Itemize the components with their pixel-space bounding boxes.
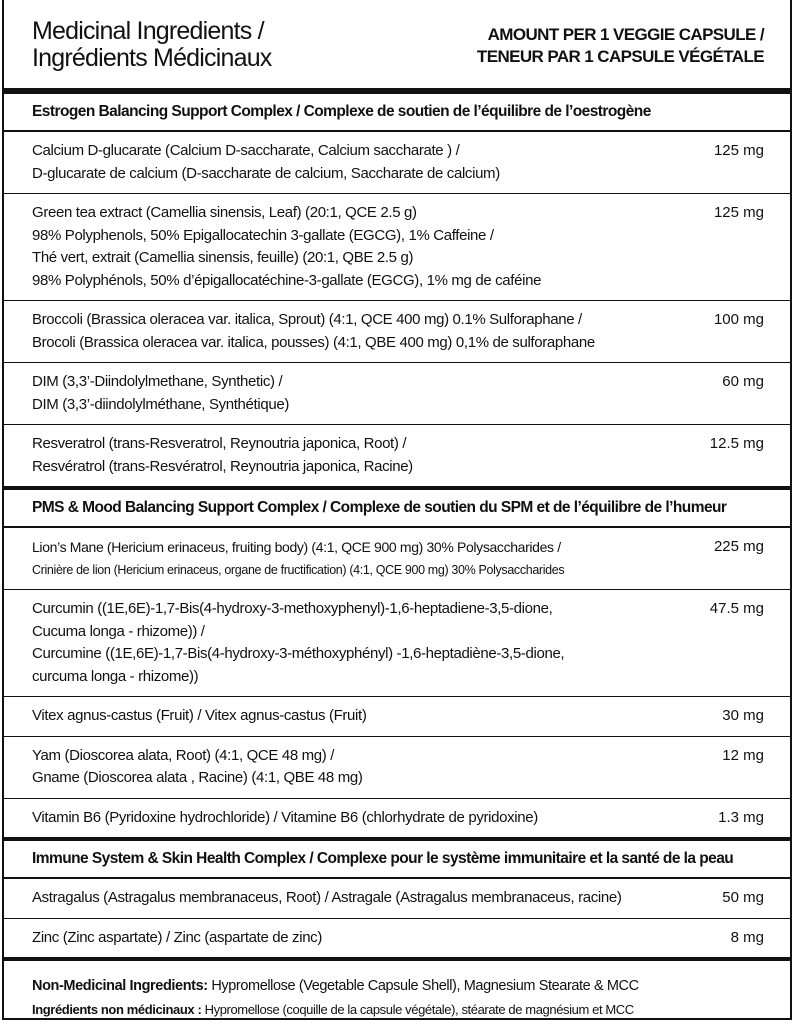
amount: 225 mg — [713, 538, 764, 555]
ingredient-line: Vitex agnus-castus (Fruit) / Vitex agnus… — [32, 707, 367, 724]
ingredient-text: Resveratrol (trans-Resveratrol, Reynoutr… — [32, 433, 413, 478]
ingredient-text: Curcumin ((1E,6E)-1,7-Bis(4-hydroxy-3-me… — [32, 598, 565, 688]
amount: 100 mg — [713, 311, 764, 328]
section: Immune System & Skin Health Complex / Co… — [4, 841, 790, 961]
header-title: Medicinal Ingredients / — [32, 17, 265, 45]
amount: 125 mg — [713, 204, 764, 221]
footer-label: Non-Medicinal Ingredients: — [32, 978, 208, 994]
ingredient-line: Gname (Dioscorea alata , Racine) (4:1, Q… — [32, 769, 363, 786]
footer: Non-Medicinal Ingredients: Hypromellose … — [4, 961, 790, 1021]
ingredient-row: Calcium D-glucarate (Calcium D-saccharat… — [4, 132, 790, 194]
ingredient-row: Vitex agnus-castus (Fruit) / Vitex agnus… — [4, 697, 790, 737]
amount: 50 mg — [722, 889, 764, 906]
section-title: Immune System & Skin Health Complex / Co… — [4, 841, 790, 879]
ingredient-row: Resveratrol (trans-Resveratrol, Reynoutr… — [4, 425, 790, 486]
header: Medicinal Ingredients / Ingrédients Médic… — [4, 0, 790, 94]
ingredient-row: Lion’s Mane (Hericium erinaceus, fruitin… — [4, 528, 790, 590]
ingredient-text: Green tea extract (Camellia sinensis, Le… — [32, 202, 541, 292]
ingredient-line: 98% Polyphénols, 50% d’épigallocatéchine… — [32, 271, 542, 289]
ingredient-line: Calcium D-glucarate (Calcium D-saccharat… — [32, 142, 460, 159]
ingredient-line: Cucuma longa - rhizome)) / — [32, 622, 205, 640]
ingredient-line: Resveratrol (trans-Resveratrol, Reynoutr… — [32, 435, 407, 452]
ingredient-text: Vitamin B6 (Pyridoxine hydrochloride) / … — [32, 807, 538, 830]
amount-heading: TENEUR PAR 1 CAPSULE VÉGÉTALE — [476, 47, 765, 66]
ingredient-row: Green tea extract (Camellia sinensis, Le… — [4, 194, 790, 301]
ingredient-line: Brocoli (Brassica oleracea var. italica,… — [32, 333, 595, 351]
amount: 30 mg — [722, 707, 764, 724]
ingredient-text: Zinc (Zinc aspartate) / Zinc (aspartate … — [32, 927, 322, 950]
amount: 8 mg — [730, 928, 764, 946]
ingredient-line: 98% Polyphenols, 50% Epigallocatechin 3-… — [32, 226, 494, 244]
ingredient-line: Astragalus (Astragalus membranaceus, Roo… — [32, 889, 622, 906]
amount: 12 mg — [722, 746, 764, 764]
header-left: Medicinal Ingredients / Ingrédients Médic… — [32, 18, 272, 88]
header-right: AMOUNT PER 1 VEGGIE CAPSULE / TENEUR PAR … — [476, 18, 765, 88]
ingredient-text: Broccoli (Brassica oleracea var. italica… — [32, 309, 595, 354]
header-title: Ingrédients Médicinaux — [32, 44, 272, 72]
ingredient-row: Astragalus (Astragalus membranaceus, Roo… — [4, 879, 790, 919]
ingredient-line: Lion’s Mane (Hericium erinaceus, fruitin… — [32, 539, 561, 555]
ingredient-row: Broccoli (Brassica oleracea var. italica… — [4, 301, 790, 363]
ingredient-line: Green tea extract (Camellia sinensis, Le… — [32, 204, 417, 221]
ingredient-text: Astragalus (Astragalus membranaceus, Roo… — [32, 887, 622, 910]
ingredient-line: D-glucarate de calcium (D-saccharate de … — [32, 164, 500, 182]
ingredient-row: Zinc (Zinc aspartate) / Zinc (aspartate … — [4, 919, 790, 958]
amount: 1.3 mg — [718, 808, 764, 826]
section-title: Estrogen Balancing Support Complex / Com… — [4, 94, 790, 132]
amount: 47.5 mg — [709, 600, 764, 617]
ingredient-line: Curcumine ((1E,6E)-1,7-Bis(4-hydroxy-3-m… — [32, 645, 565, 662]
ingredient-row: DIM (3,3’-Diindolylmethane, Synthetic) /… — [4, 363, 790, 425]
amount: 125 mg — [713, 142, 764, 159]
ingredient-text: Vitex agnus-castus (Fruit) / Vitex agnus… — [32, 705, 367, 728]
footer-text: Hypromellose (coquille de la capsule vég… — [204, 1002, 635, 1017]
amount: 12.5 mg — [709, 435, 764, 452]
section: Estrogen Balancing Support Complex / Com… — [4, 94, 790, 490]
ingredient-row: Curcumin ((1E,6E)-1,7-Bis(4-hydroxy-3-me… — [4, 590, 790, 697]
ingredient-line: Broccoli (Brassica oleracea var. italica… — [32, 311, 582, 328]
ingredient-line: curcuma longa - rhizome)) — [32, 667, 199, 685]
ingredient-line: Yam (Dioscorea alata, Root) (4:1, QCE 48… — [32, 746, 335, 764]
ingredient-row: Vitamin B6 (Pyridoxine hydrochloride) / … — [4, 799, 790, 838]
ingredient-line: Thé vert, extrait (Camellia sinensis, fe… — [32, 249, 414, 266]
ingredient-text: Calcium D-glucarate (Calcium D-saccharat… — [32, 140, 500, 185]
footer-line: Ingrédients non médicinaux : Hypromellos… — [32, 998, 764, 1021]
section: PMS & Mood Balancing Support Complex / C… — [4, 490, 790, 841]
ingredient-line: Resvératrol (trans-Resvératrol, Reynoutr… — [32, 457, 413, 475]
ingredient-row: Yam (Dioscorea alata, Root) (4:1, QCE 48… — [4, 737, 790, 799]
section-title: PMS & Mood Balancing Support Complex / C… — [4, 490, 790, 528]
footer-text: Hypromellose (Vegetable Capsule Shell), … — [211, 978, 639, 994]
ingredient-line: Curcumin ((1E,6E)-1,7-Bis(4-hydroxy-3-me… — [32, 600, 553, 617]
ingredient-text: DIM (3,3’-Diindolylmethane, Synthetic) /… — [32, 371, 289, 416]
footer-line: Non-Medicinal Ingredients: Hypromellose … — [32, 975, 764, 998]
ingredient-text: Lion’s Mane (Hericium erinaceus, fruitin… — [32, 536, 565, 581]
footer-label: Ingrédients non médicinaux : — [32, 1002, 202, 1017]
ingredient-line: DIM (3,3’-Diindolylmethane, Synthetic) / — [32, 373, 283, 390]
amount-heading: AMOUNT PER 1 VEGGIE CAPSULE / — [487, 25, 765, 44]
ingredient-line: Vitamin B6 (Pyridoxine hydrochloride) / … — [32, 808, 538, 826]
ingredient-text: Yam (Dioscorea alata, Root) (4:1, QCE 48… — [32, 745, 363, 790]
ingredient-line: Crinière de lion (Hericium erinaceus, or… — [32, 562, 565, 577]
ingredient-line: DIM (3,3’-diindolylméthane, Synthétique) — [32, 395, 289, 413]
amount: 60 mg — [722, 373, 764, 390]
ingredient-line: Zinc (Zinc aspartate) / Zinc (aspartate … — [32, 928, 322, 946]
